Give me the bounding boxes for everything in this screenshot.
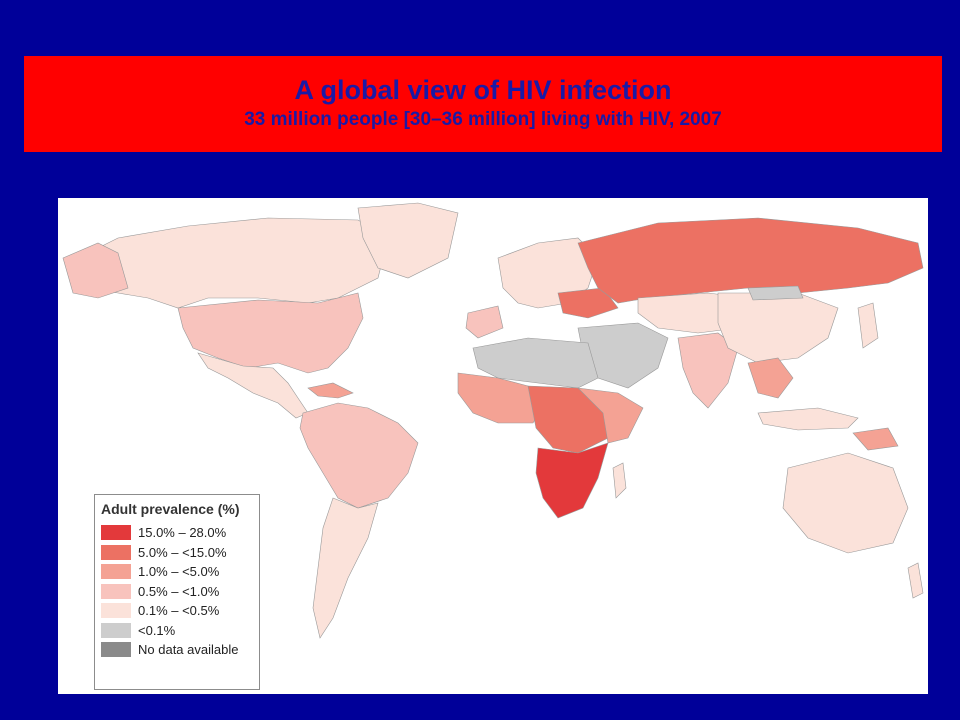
region-india: [677, 332, 739, 409]
region-mongolia: [747, 285, 804, 301]
legend-swatch: [101, 525, 131, 541]
region-russia: [577, 217, 924, 304]
region-china: [717, 292, 839, 364]
region-papua: [852, 427, 899, 451]
title-banner: A global view of HIV infection 33 millio…: [24, 56, 942, 152]
region-usa: [177, 292, 364, 374]
slide-subtitle: 33 million people [30–36 million] living…: [244, 109, 722, 130]
region-alaska: [62, 242, 129, 299]
region-west-africa: [457, 372, 549, 424]
region-new-zealand: [907, 562, 924, 599]
legend-item: 15.0% – 28.0%: [101, 523, 253, 543]
region-greenland: [357, 202, 459, 279]
region-south-america-south: [312, 497, 379, 639]
map-legend: Adult prevalence (%) 15.0% – 28.0% 5.0% –…: [94, 494, 260, 690]
legend-label: <0.1%: [138, 622, 176, 638]
region-southeast-asia: [747, 357, 794, 399]
slide-title: A global view of HIV infection: [294, 75, 672, 105]
legend-title: Adult prevalence (%): [101, 501, 240, 517]
legend-label: 1.0% – <5.0%: [138, 564, 220, 580]
region-mexico: [197, 352, 309, 419]
legend-label: 15.0% – 28.0%: [138, 525, 227, 541]
world-map-graphic: [62, 202, 924, 639]
region-canada: [77, 217, 389, 309]
legend-swatch: [101, 603, 131, 619]
legend-swatch: [101, 564, 131, 580]
region-south-america-north: [299, 402, 419, 509]
region-east-africa: [577, 387, 644, 444]
region-iberia: [465, 305, 504, 339]
legend-swatch: [101, 622, 131, 638]
region-indonesia: [757, 407, 859, 431]
legend-swatch: [101, 642, 131, 658]
legend-item: 0.5% – <1.0%: [101, 582, 253, 602]
region-japan: [857, 302, 879, 349]
legend-item: No data available: [101, 640, 253, 660]
legend-label: 5.0% – <15.0%: [138, 544, 227, 560]
legend-items: 15.0% – 28.0% 5.0% – <15.0% 1.0% – <5.0% 0.…: [101, 523, 253, 660]
region-eastern-europe: [557, 287, 619, 319]
legend-label: 0.1% – <0.5%: [138, 603, 220, 619]
legend-item: <0.1%: [101, 621, 253, 641]
legend-label: No data available: [138, 642, 239, 658]
legend-item: 1.0% – <5.0%: [101, 562, 253, 582]
region-caribbean: [307, 382, 354, 399]
region-madagascar: [612, 462, 627, 499]
region-southern-africa: [535, 442, 609, 519]
legend-swatch: [101, 583, 131, 599]
legend-item: 0.1% – <0.5%: [101, 601, 253, 621]
legend-item: 5.0% – <15.0%: [101, 543, 253, 563]
world-map: Adult prevalence (%) 15.0% – 28.0% 5.0% –…: [58, 198, 928, 694]
region-australia: [782, 452, 909, 554]
legend-swatch: [101, 544, 131, 560]
legend-label: 0.5% – <1.0%: [138, 583, 220, 599]
